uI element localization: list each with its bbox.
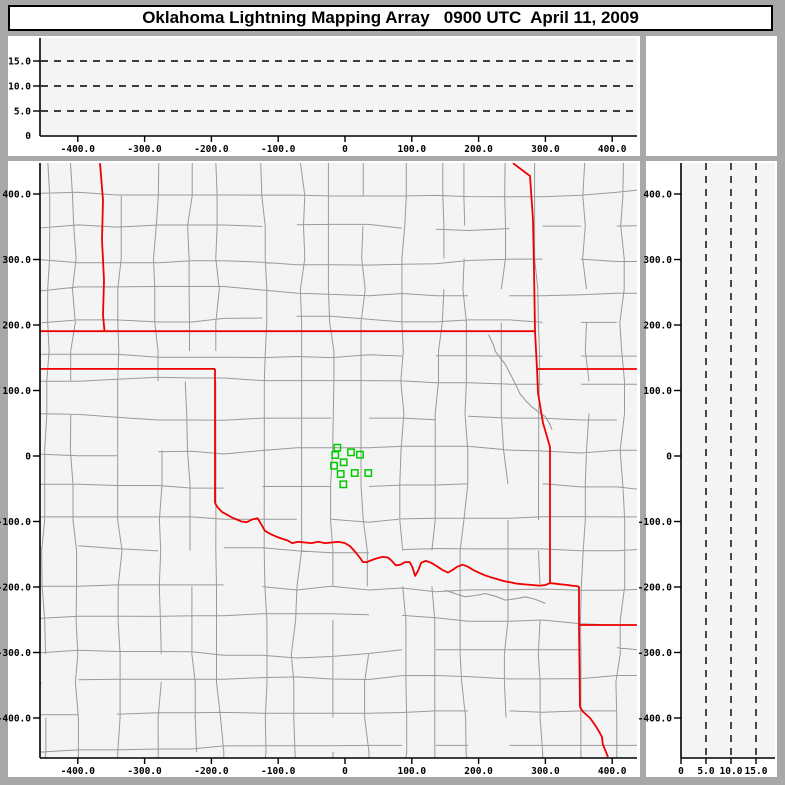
map-plot: -400.0 -300.0 -200.0 -100.0 0 100.0 200.0 300.0… [0,163,637,777]
lma-station-marker [356,450,364,459]
y-tick-label: 5.0 [14,107,31,118]
y-tick-label: -300.0 [0,648,31,659]
y-tick-label: 100.0 [2,386,31,397]
x-tick-label: -200.0 [194,144,229,155]
y-tick-label: 100.0 [643,386,672,397]
y-tick-label: 300.0 [2,255,31,266]
x-tick-label: 0 [678,766,684,777]
x-tick-label: 100.0 [397,144,426,155]
y-tick-label: 300.0 [643,255,672,266]
state-border-texas-louisiana [578,624,609,758]
x-tick-label: -200.0 [194,766,229,777]
x-tick-label: 300.0 [531,144,560,155]
y-tick-label: -200.0 [638,583,673,594]
corner-panel [646,36,777,156]
state-border-oklahoma-missouri-arkansas-east [534,330,551,583]
alt-ns-panel[interactable]: -400.0 -300.0 -200.0 -100.0 0 100.0 200.0 300.0… [638,161,777,777]
x-tick-label: 100.0 [397,766,426,777]
y-tick-label: -100.0 [0,517,31,528]
lma-station-marker [350,469,359,477]
river-line [488,334,553,431]
x-tick-label: 200.0 [464,144,493,155]
x-tick-label: -300.0 [127,766,162,777]
x-tick-label: 5.0 [697,766,714,777]
y-tick-label: -400.0 [0,714,31,725]
alt-ns-plot-bg [681,163,775,758]
x-tick-label: 0 [342,144,348,155]
x-tick-label: -300.0 [127,144,162,155]
y-zero-label: 0 [25,131,31,142]
y-tick-label: -200.0 [0,583,31,594]
lma-station-marker [331,451,340,459]
lma-station-marker [364,469,373,477]
lma-station-marker [339,458,348,467]
y-tick-label: 0 [25,452,31,463]
y-tick-label: -400.0 [638,714,673,725]
state-border-red-river [214,502,577,587]
river-line [445,589,546,604]
lma-station-marker [336,470,345,478]
lma-station-marker [330,461,338,470]
y-tick-label: 200.0 [643,321,672,332]
x-tick-label: 15.0 [745,766,768,777]
state-border-colorado-kansas-102w [99,163,106,332]
x-tick-label: 300.0 [531,766,560,777]
y-tick-label: 200.0 [2,321,31,332]
map-plot-bg [40,163,637,758]
map-panel[interactable]: -400.0 -300.0 -200.0 -100.0 0 100.0 200.0 300.0… [0,161,640,777]
alt-ew-panel[interactable]: 5.0 10.0 15.0 0 -400.0 -300.0 -200.0 -100.0 0 100… [8,36,640,156]
x-tick-label: -100.0 [261,144,296,155]
y-tick-label: 400.0 [643,190,672,201]
y-tick-label: 15.0 [8,57,31,68]
state-border-kansas-missouri-94-6w [512,163,536,332]
y-tick-label: -100.0 [638,517,673,528]
x-tick-label: -100.0 [261,766,296,777]
map-layers [40,163,637,758]
x-tick-label: 200.0 [464,766,493,777]
lma-station-marker [339,480,348,489]
alt-ew-plot-bg [40,38,637,136]
lma-station-marker [347,448,355,457]
x-tick-label: 10.0 [720,766,743,777]
x-tick-label: -400.0 [61,144,96,155]
y-tick-label: 10.0 [8,82,31,93]
x-tick-label: 400.0 [598,144,627,155]
county-lines [40,163,637,758]
y-tick-label: -300.0 [638,648,673,659]
lma-station-marker [333,443,342,452]
alt-ew-plot: 5.0 10.0 15.0 0 -400.0 -300.0 -200.0 -100.0 0 100… [8,38,637,155]
title-bar: Oklahoma Lightning Mapping Array 0900 UT… [8,5,773,31]
x-tick-label: 0 [342,766,348,777]
x-tick-label: 400.0 [598,766,627,777]
x-tick-label: -400.0 [61,766,96,777]
state-border-arkansas-texas [576,585,580,625]
y-tick-label: 400.0 [2,190,31,201]
alt-ns-plot: -400.0 -300.0 -200.0 -100.0 0 100.0 200.0 300.0… [638,163,775,777]
y-tick-label: 0 [666,452,672,463]
window-title: Oklahoma Lightning Mapping Array 0900 UT… [142,8,639,27]
